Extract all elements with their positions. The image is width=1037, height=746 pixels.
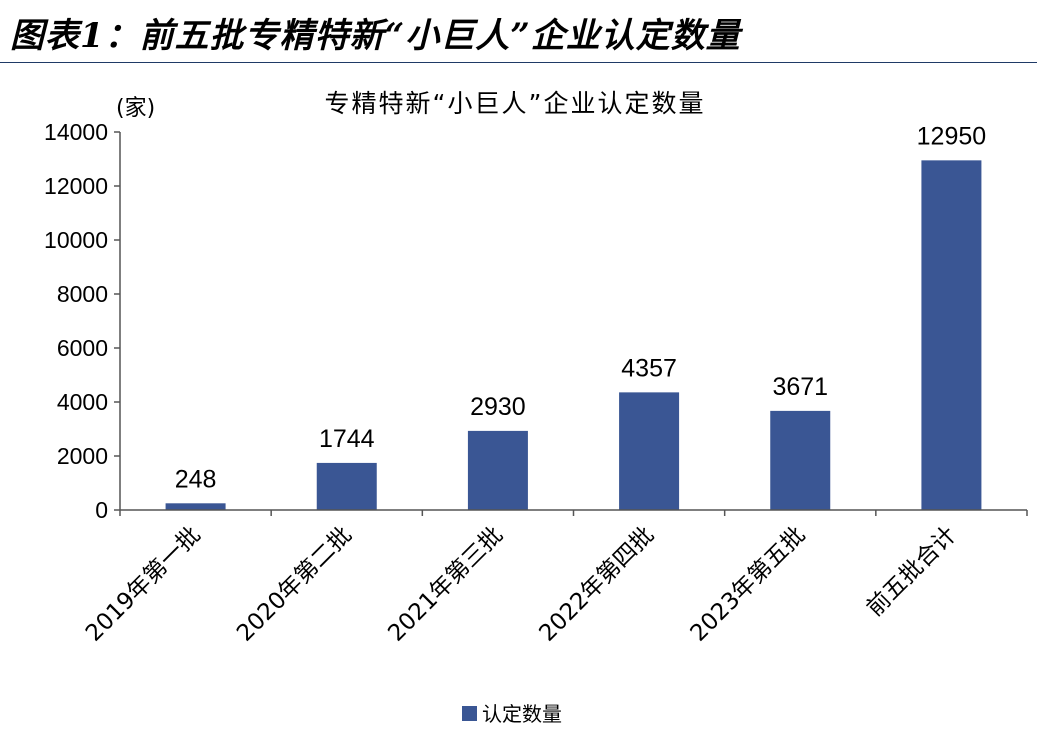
- bar: [165, 503, 226, 510]
- bar: [467, 430, 528, 510]
- y-tick-label: 10000: [44, 227, 108, 253]
- data-label: 3671: [772, 373, 828, 401]
- y-tick-label: 8000: [57, 281, 108, 307]
- y-tick-label: 2000: [57, 443, 108, 469]
- legend-swatch: [462, 706, 477, 721]
- bar: [770, 410, 831, 510]
- bar: [921, 160, 982, 510]
- data-label: 12950: [917, 122, 987, 150]
- y-unit-label: (家): [116, 96, 155, 121]
- chart-title: 专精特新“小巨人”企业认定数量: [325, 89, 706, 118]
- y-tick-label: 4000: [57, 389, 108, 415]
- category-label: 2022年第四批: [534, 522, 659, 647]
- category-label: 2023年第五批: [686, 522, 811, 647]
- y-tick-label: 0: [95, 497, 108, 523]
- data-label: 1744: [319, 425, 375, 453]
- data-label: 2930: [470, 393, 526, 421]
- data-label: 248: [175, 465, 217, 493]
- category-label: 2021年第三批: [383, 522, 508, 647]
- category-label: 2020年第二批: [232, 522, 357, 647]
- y-tick-label: 6000: [57, 335, 108, 361]
- y-tick-label: 14000: [44, 119, 108, 145]
- y-tick-label: 12000: [44, 173, 108, 199]
- bar: [619, 392, 680, 510]
- legend-label: 认定数量: [482, 702, 562, 726]
- bar: [316, 462, 377, 510]
- category-label: 前五批合计: [862, 522, 962, 622]
- figure-title: 图表1：前五批专精特新“小巨人”企业认定数量: [10, 16, 741, 56]
- category-label: 2019年第一批: [81, 522, 206, 647]
- title-divider: [0, 62, 1037, 63]
- data-label: 4357: [621, 354, 677, 382]
